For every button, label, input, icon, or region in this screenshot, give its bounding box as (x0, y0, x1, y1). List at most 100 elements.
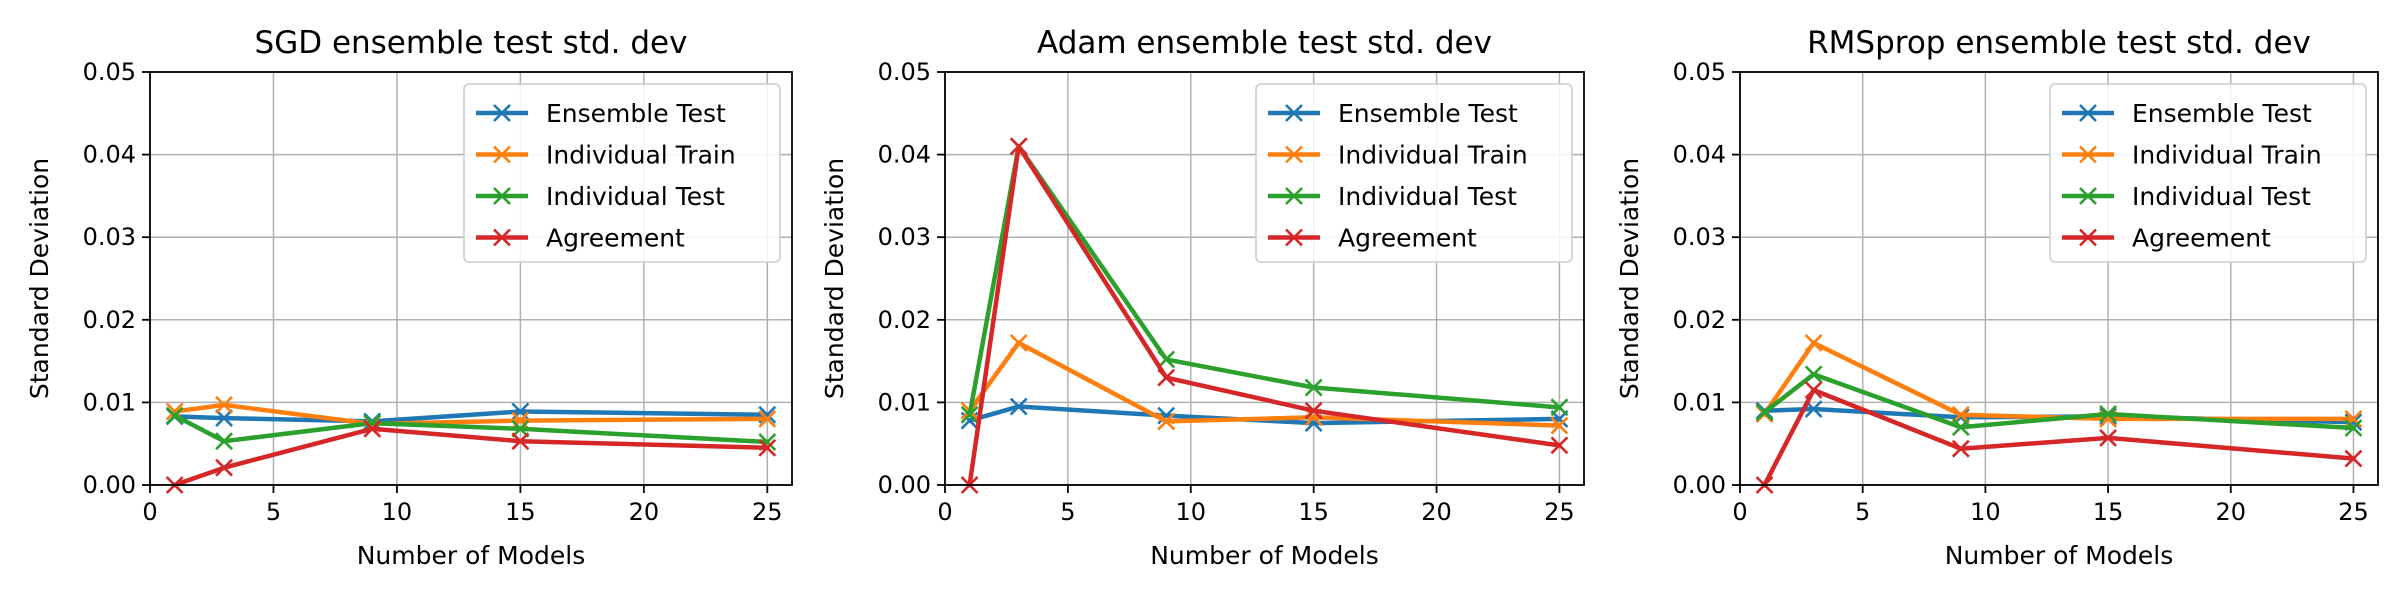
data-point (215, 458, 233, 477)
plot-frame (149, 71, 793, 486)
legend-label: Individual Test (546, 182, 725, 211)
y-tick-label: 0.01 (1673, 388, 1726, 416)
y-tick-label: 0.00 (878, 471, 931, 499)
data-point (758, 438, 777, 457)
chart-panel-3: 0 5 10 15 20 25 0.00 0.01 0.02 0.03 0.04 0.05 RMSpro… (1615, 25, 2379, 570)
legend-item: Individual Train (2062, 141, 2322, 170)
y-tick-label: 0.03 (878, 223, 931, 251)
data-point (1009, 397, 1028, 416)
data-point (1951, 418, 1970, 437)
x-tick-label: 25 (752, 498, 783, 526)
legend-swatch-marker (1285, 145, 1303, 164)
x-tick-label: 10 (1175, 498, 1206, 526)
legend-swatch-marker (493, 145, 511, 164)
legend-label: Individual Train (2132, 141, 2322, 170)
y-tick-label: 0.04 (83, 141, 136, 169)
data-point (1804, 365, 1823, 384)
data-point (2344, 449, 2363, 468)
chart-title: SGD ensemble test std. dev (255, 25, 688, 61)
y-tick-label: 0.04 (1673, 141, 1726, 169)
legend-swatch-marker (493, 187, 511, 205)
x-axis-label: Number of Models (357, 541, 586, 570)
chart-title: RMSprop ensemble test std. dev (1807, 25, 2311, 61)
data-point (215, 409, 233, 428)
chart-panel-1: 0 5 10 15 20 25 0.00 0.01 0.02 0.03 0.04 0.05 SGD en… (25, 25, 793, 570)
plot-frame (1739, 71, 2379, 486)
x-tick-label: 10 (1970, 498, 2001, 526)
legend-swatch-marker (2079, 187, 2097, 205)
x-axis-label: Number of Models (1945, 541, 2174, 570)
data-point (2344, 419, 2363, 437)
data-point (511, 432, 530, 451)
legend-label: Ensemble Test (1338, 99, 1518, 128)
data-point (1550, 398, 1569, 417)
data-point (1755, 403, 1774, 422)
legend: Ensemble Test Individual Train Individual … (463, 83, 781, 263)
legend-item: Individual Train (1268, 141, 1528, 170)
data-point (1550, 436, 1569, 455)
legend-item: Agreement (2062, 224, 2271, 253)
y-tick-label: 0.00 (1673, 471, 1726, 499)
legend-swatch-marker (2079, 228, 2097, 247)
y-tick-label: 0.05 (83, 58, 136, 86)
chart-title: Adam ensemble test std. dev (1037, 25, 1492, 61)
legend-box (2049, 83, 2367, 263)
data-point (1951, 439, 1970, 458)
x-tick-label: 25 (1544, 498, 1575, 526)
legend-item: Individual Train (476, 141, 736, 170)
y-axis-label: Standard Deviation (1615, 158, 1644, 399)
legend-label: Ensemble Test (546, 99, 726, 128)
data-point (363, 419, 382, 438)
legend-box (1255, 83, 1573, 263)
legend-swatch-marker (1285, 187, 1303, 205)
y-tick-label: 0.02 (878, 306, 931, 334)
y-tick-label: 0.02 (1673, 306, 1726, 334)
y-tick-label: 0.05 (1673, 58, 1726, 86)
x-tick-label: 20 (1421, 498, 1452, 526)
x-tick-label: 0 (1732, 498, 1747, 526)
y-tick-label: 0.03 (1673, 223, 1726, 251)
legend-item: Individual Test (1268, 182, 1517, 211)
data-point (215, 432, 233, 451)
legend: Ensemble Test Individual Train Individual … (2049, 83, 2367, 263)
legend-swatch-marker (1285, 104, 1303, 122)
legend-item: Ensemble Test (1268, 99, 1518, 128)
plot-frame (944, 71, 1585, 486)
data-point (1157, 412, 1176, 431)
legend-label: Agreement (2132, 224, 2271, 253)
legend-box (463, 83, 781, 263)
x-axis-label: Number of Models (1150, 541, 1379, 570)
x-tick-label: 15 (1298, 498, 1329, 526)
data-point (1304, 378, 1323, 397)
legend: Ensemble Test Individual Train Individual … (1255, 83, 1573, 263)
data-point (1804, 381, 1823, 399)
legend-label: Agreement (546, 224, 685, 253)
series-line-4 (1761, 387, 2356, 489)
data-point (1009, 334, 1028, 352)
x-tick-label: 15 (505, 498, 536, 526)
data-point (1804, 334, 1823, 352)
legend-swatch-marker (2079, 145, 2097, 164)
x-tick-label: 10 (382, 498, 413, 526)
legend-label: Individual Train (546, 141, 736, 170)
data-point (1009, 137, 1028, 156)
legend-label: Ensemble Test (2132, 99, 2312, 128)
legend-label: Individual Train (1338, 141, 1528, 170)
legend-item: Agreement (1268, 224, 1477, 253)
legend-swatch-marker (493, 104, 511, 122)
x-tick-label: 5 (266, 498, 281, 526)
x-tick-label: 0 (937, 498, 952, 526)
data-point (1304, 401, 1323, 420)
y-tick-label: 0.03 (83, 223, 136, 251)
legend-item: Individual Test (476, 182, 725, 211)
x-tick-label: 15 (2093, 498, 2124, 526)
y-axis-label: Standard Deviation (25, 158, 54, 399)
y-tick-label: 0.02 (83, 306, 136, 334)
x-tick-label: 20 (2215, 498, 2246, 526)
x-tick-label: 5 (1855, 498, 1870, 526)
x-tick-label: 20 (629, 498, 660, 526)
data-point (1157, 350, 1176, 369)
data-point (215, 395, 233, 414)
y-tick-label: 0.01 (878, 388, 931, 416)
